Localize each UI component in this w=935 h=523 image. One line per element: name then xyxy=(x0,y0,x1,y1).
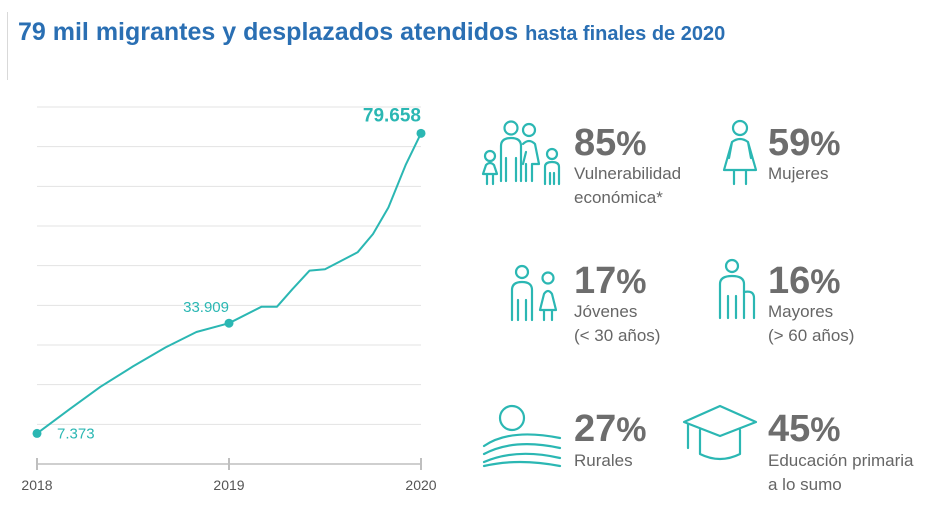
data-label: 79.658 xyxy=(363,105,421,126)
stat-value: 59% xyxy=(768,122,841,164)
stat-label: Vulnerabilidad económica* xyxy=(574,164,682,207)
data-point xyxy=(224,318,234,328)
graduation-cap-icon xyxy=(682,404,758,461)
chart-x-axis: 2018 2019 2020 xyxy=(21,458,437,493)
stat-value: 85% xyxy=(574,122,647,164)
line-chart: 2018 2019 2020 7.373 33.909 79.658 xyxy=(21,105,437,493)
x-tick-label: 2020 xyxy=(405,477,436,493)
title-main: 79 mil migrantes y desplazados atendidos xyxy=(18,18,519,46)
series-line xyxy=(36,132,422,435)
title-sub: hasta finales de 2020 xyxy=(525,23,726,45)
stat-label: Rurales xyxy=(574,451,633,470)
stat-label: Educación primaria a lo sumo xyxy=(768,451,914,494)
chart-grid xyxy=(37,106,421,425)
stat-value: 17% xyxy=(574,260,647,302)
stat-label: Mayores (> 60 años) xyxy=(768,302,855,345)
stat-value: 45% xyxy=(768,408,841,450)
elderly-icon xyxy=(718,258,756,320)
chart-data-labels: 7.373 33.909 79.658 xyxy=(32,105,426,442)
woman-icon xyxy=(722,119,758,186)
x-tick-label: 2018 xyxy=(21,477,52,493)
left-accent-rule xyxy=(7,12,8,80)
chart-series xyxy=(36,132,422,435)
youth-icon xyxy=(510,264,558,322)
data-label: 7.373 xyxy=(57,425,95,442)
x-tick-label: 2019 xyxy=(213,477,244,493)
page-title: 79 mil migrantes y desplazados atendidos… xyxy=(18,18,725,47)
data-label: 33.909 xyxy=(183,299,229,316)
data-point xyxy=(32,428,42,438)
stat-value: 16% xyxy=(768,260,841,302)
rural-landscape-icon xyxy=(482,404,562,468)
stat-value: 27% xyxy=(574,408,647,450)
stat-label: Jóvenes (< 30 años) xyxy=(574,302,661,345)
stat-label: Mujeres xyxy=(768,164,829,183)
data-point xyxy=(416,128,426,138)
family-icon xyxy=(481,120,561,186)
